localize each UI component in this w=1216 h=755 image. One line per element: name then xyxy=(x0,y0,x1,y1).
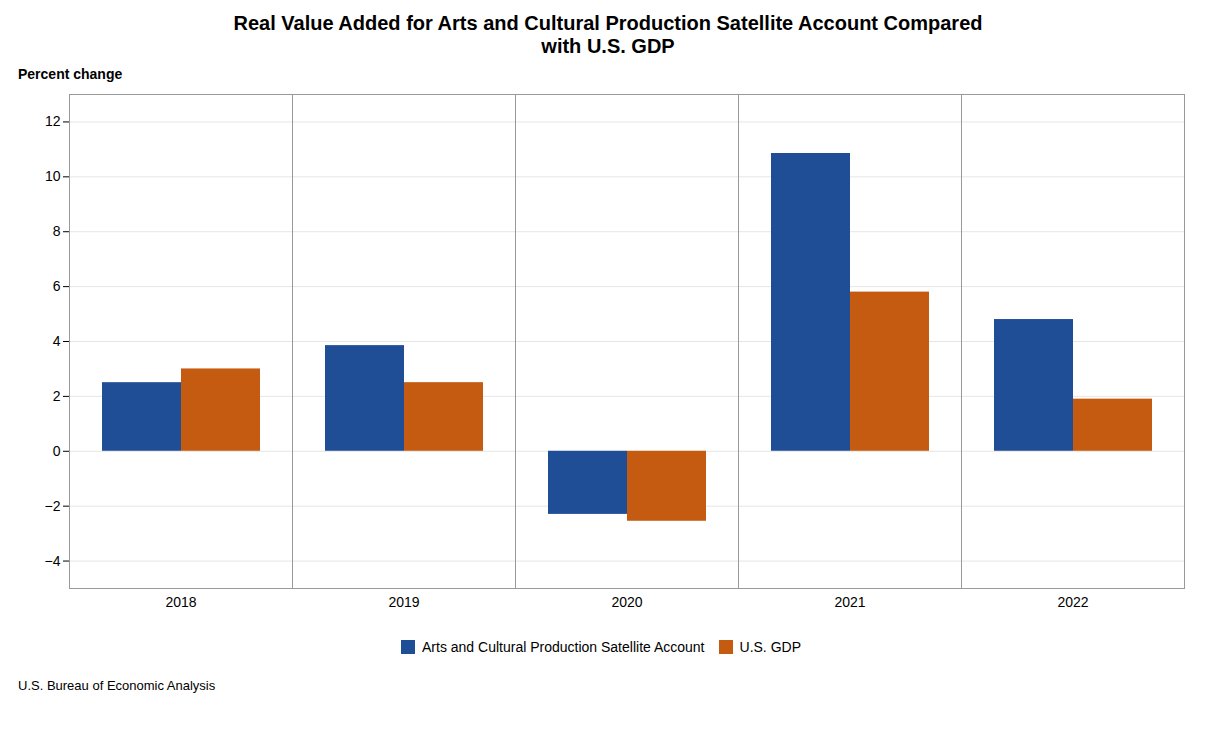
svg-text:4: 4 xyxy=(53,333,61,349)
svg-text:2021: 2021 xyxy=(834,594,865,610)
svg-text:6: 6 xyxy=(53,278,61,294)
svg-text:2: 2 xyxy=(53,388,61,404)
svg-text:0: 0 xyxy=(53,443,61,459)
svg-text:−2: −2 xyxy=(45,498,61,514)
html-text:U.S. Bureau of Economic Analys: U.S. Bureau of Economic Analysis xyxy=(18,678,216,693)
svg-text:10: 10 xyxy=(45,168,61,184)
svg-text:8: 8 xyxy=(53,223,61,239)
svg-text:12: 12 xyxy=(45,113,61,129)
html-text:Percent change: Percent change xyxy=(18,66,123,82)
svg-text:2019: 2019 xyxy=(388,594,419,610)
html-text:Real Value Added for Arts and: Real Value Added for Arts and Cultural P… xyxy=(233,12,983,57)
svg-text:2022: 2022 xyxy=(1057,594,1088,610)
svg-text:2018: 2018 xyxy=(165,594,196,610)
svg-text:2020: 2020 xyxy=(611,594,642,610)
html-text:U.S. GDP: U.S. GDP xyxy=(739,638,801,655)
svg-text:−4: −4 xyxy=(45,553,61,569)
html-text:Arts and Cultural Production S: Arts and Cultural Production Satellite A… xyxy=(422,638,705,655)
